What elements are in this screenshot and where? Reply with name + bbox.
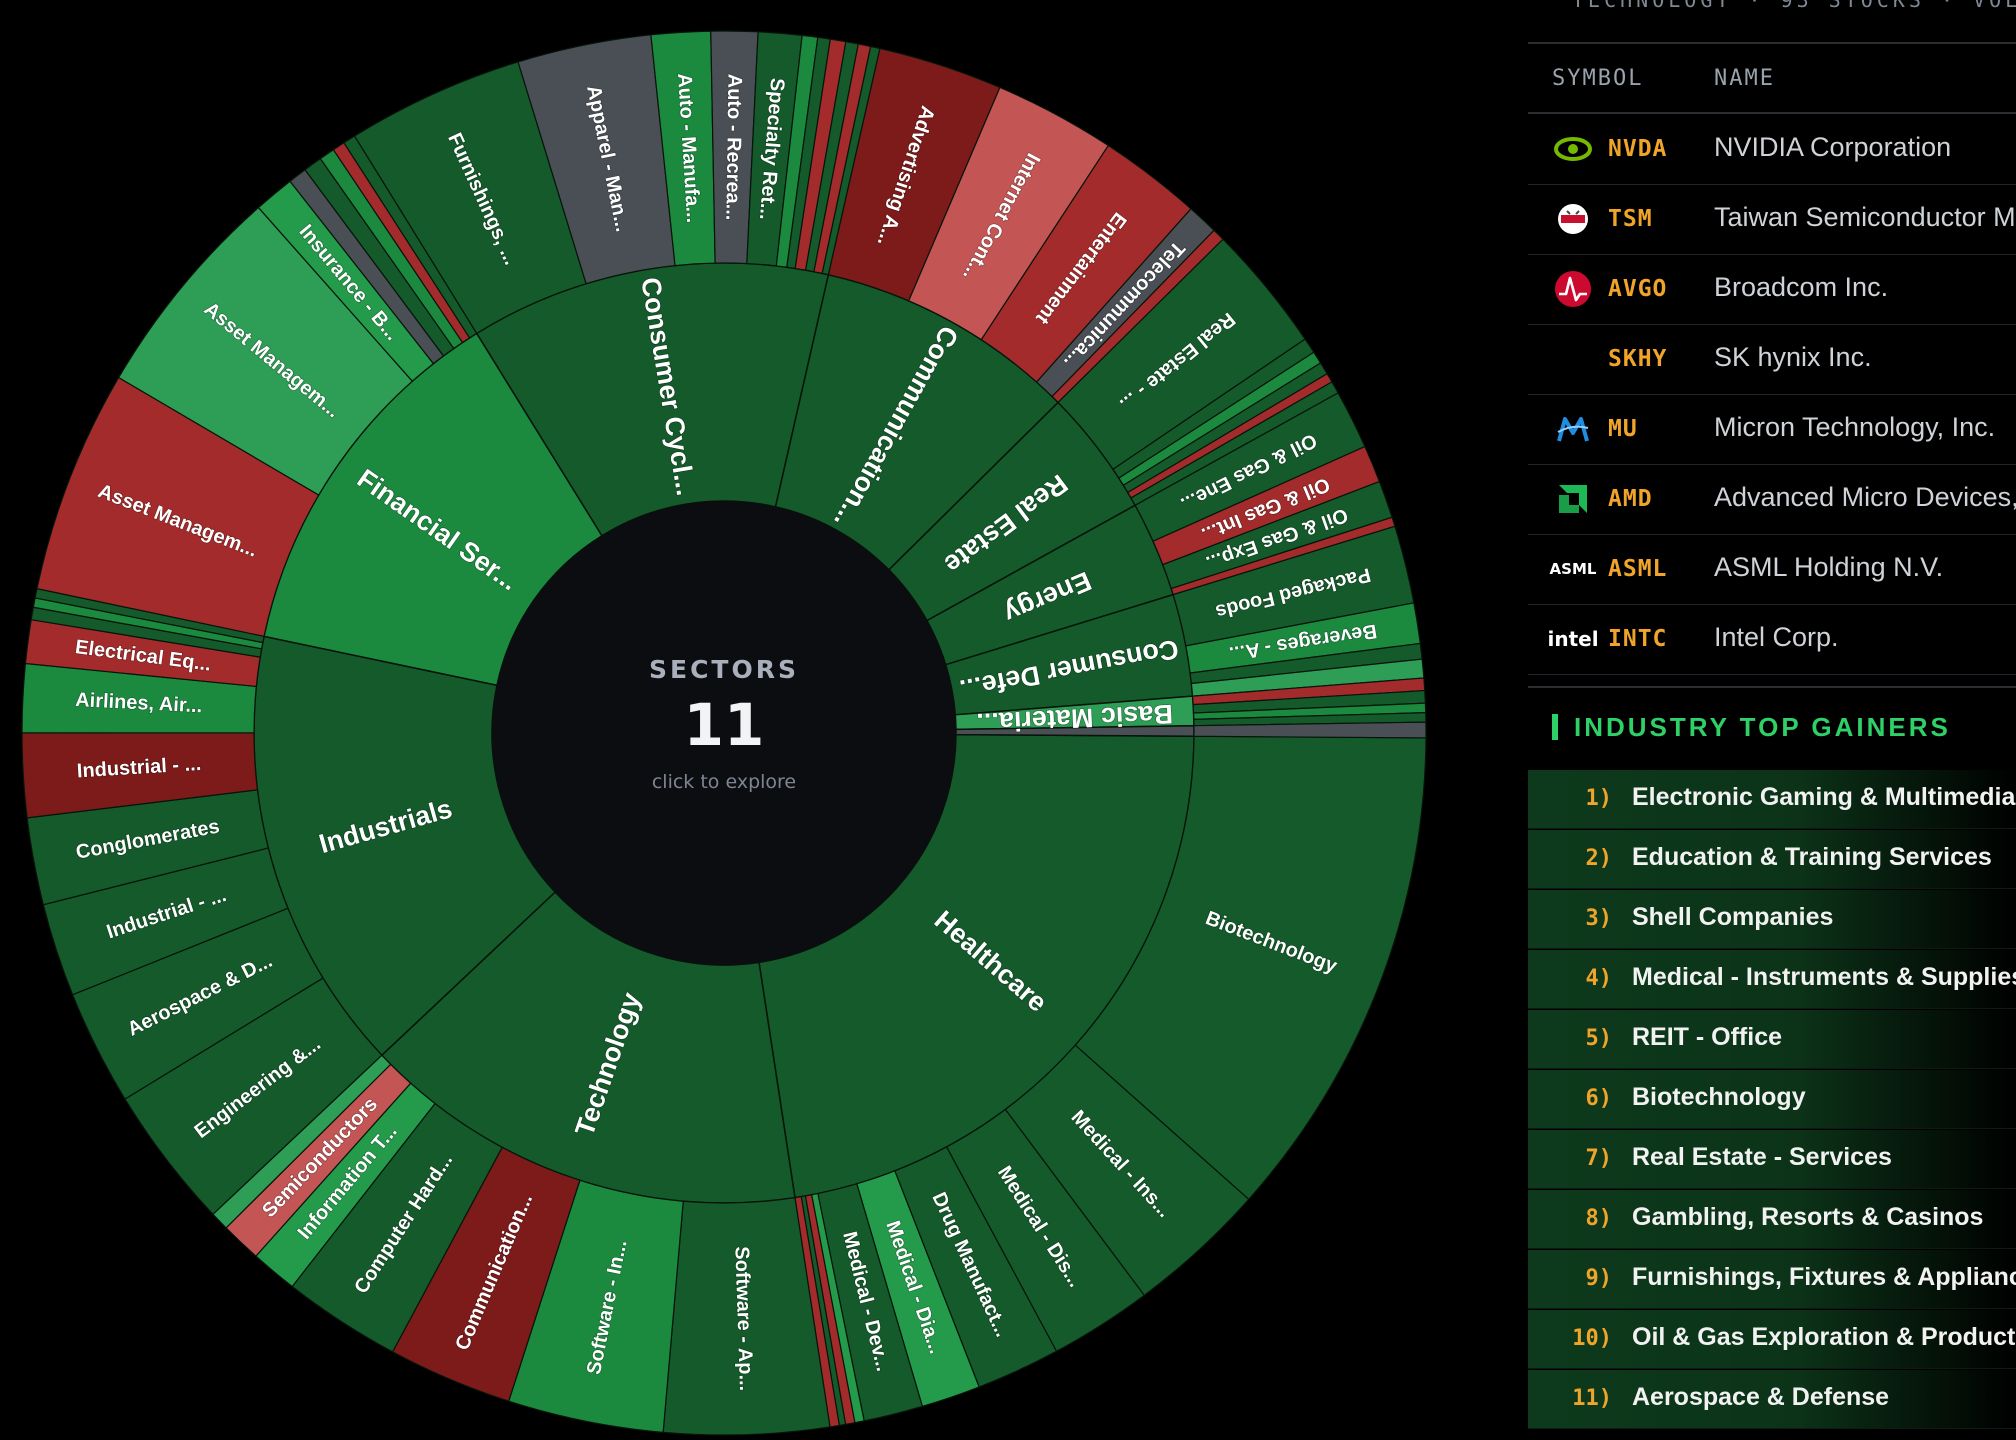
stock-symbol[interactable]: ASML — [1608, 556, 1668, 582]
label-airlines-air: Airlines, Air... — [75, 689, 203, 717]
gainers-title: INDUSTRY TOP GAINERS — [1574, 712, 1951, 742]
gainer-industry-name[interactable]: Gambling, Resorts & Casinos — [1632, 1203, 1984, 1231]
gainer-industry-name[interactable]: Aerospace & Defense — [1632, 1383, 1890, 1411]
stock-name[interactable]: Advanced Micro Devices, — [1714, 482, 2016, 512]
stock-symbol[interactable]: MU — [1608, 416, 1638, 442]
stock-row-intc[interactable]: intel INTC Intel Corp. — [1528, 604, 2016, 675]
gainer-rank: 2) — [1585, 846, 1613, 871]
gainer-industry-name[interactable]: Shell Companies — [1632, 903, 1834, 931]
label-software-ap: Software - Ap... — [730, 1246, 757, 1391]
intel-word-icon: intel — [1547, 627, 1599, 651]
gainer-rank: 5) — [1585, 1026, 1613, 1051]
stock-name[interactable]: Broadcom Inc. — [1714, 272, 1889, 302]
tsmc-badge-icon — [1552, 203, 1594, 235]
sector-ring — [253, 262, 1195, 1204]
gainer-row[interactable]: 4) Medical - Instruments & Supplies — [1528, 950, 2016, 1009]
column-header-name[interactable]: NAME — [1714, 66, 1775, 91]
none-icon — [1552, 343, 1594, 375]
stock-name[interactable]: Intel Corp. — [1714, 622, 1839, 652]
gainer-industry-name[interactable]: Electronic Gaming & Multimedia — [1632, 783, 2016, 811]
stock-symbol[interactable]: NVDA — [1608, 136, 1668, 162]
stock-name[interactable]: Micron Technology, Inc. — [1714, 412, 1996, 442]
label-auto-recrea: Auto - Recrea... — [721, 74, 745, 221]
stock-row-amd[interactable]: AMD Advanced Micro Devices, — [1528, 464, 2016, 535]
gainer-rank: 8) — [1585, 1206, 1613, 1231]
micron-m-icon — [1552, 413, 1594, 445]
gainer-rank: 6) — [1585, 1086, 1613, 1111]
gainer-rank: 1) — [1585, 786, 1613, 811]
accent-bar — [1552, 714, 1558, 740]
gainer-row[interactable]: 2) Education & Training Services — [1528, 830, 2016, 889]
stock-row-nvda[interactable]: NVDA NVIDIA Corporation — [1528, 114, 2016, 185]
gainer-row[interactable]: 11) Aerospace & Defense — [1528, 1370, 2016, 1429]
column-header-symbol[interactable]: SYMBOL — [1552, 66, 1644, 91]
gainer-row[interactable]: 8) Gambling, Resorts & Casinos — [1528, 1190, 2016, 1249]
asml-word-icon: ASML — [1549, 560, 1597, 578]
amd-arrow-icon — [1552, 483, 1594, 515]
stock-symbol[interactable]: INTC — [1608, 626, 1668, 652]
gainer-industry-name[interactable]: REIT - Office — [1632, 1023, 1783, 1051]
divider — [1528, 112, 2016, 114]
gainer-industry-name[interactable]: Biotechnology — [1632, 1083, 1806, 1111]
gainer-rank: 4) — [1585, 966, 1613, 991]
nvidia-eye-icon — [1552, 133, 1594, 165]
gainer-industry-name[interactable]: Medical - Instruments & Supplies — [1632, 963, 2016, 991]
gainers-heading: INDUSTRY TOP GAINERS — [1552, 712, 1951, 743]
stock-row-avgo[interactable]: AVGO Broadcom Inc. — [1528, 254, 2016, 325]
stock-name[interactable]: Taiwan Semiconductor Ma — [1714, 202, 2016, 232]
gainer-row[interactable]: 1) Electronic Gaming & Multimedia — [1528, 770, 2016, 829]
stock-name[interactable]: NVIDIA Corporation — [1714, 132, 1952, 162]
stock-row-asml[interactable]: ASML ASML ASML Holding N.V. — [1528, 534, 2016, 605]
gainer-industry-name[interactable]: Real Estate - Services — [1632, 1143, 1892, 1171]
broadcom-pulse-icon — [1552, 271, 1594, 307]
stock-symbol[interactable]: AVGO — [1608, 276, 1668, 302]
gainer-industry-name[interactable]: Furnishings, Fixtures & Appliances — [1632, 1263, 2016, 1291]
gainer-row[interactable]: 3) Shell Companies — [1528, 890, 2016, 949]
stock-symbol[interactable]: TSM — [1608, 206, 1653, 232]
gainer-rank: 9) — [1585, 1266, 1613, 1291]
gainer-industry-name[interactable]: Education & Training Services — [1632, 843, 1992, 871]
divider — [1528, 686, 2016, 688]
side-panel: TECHNOLOGY · 93 STOCKS · VOL SYMBOL NAME… — [1528, 0, 2016, 1440]
industry-slice-unlabeled[interactable] — [1193, 721, 1427, 739]
stocks-subheader: TECHNOLOGY · 93 STOCKS · VOL — [1572, 0, 2016, 12]
stock-name[interactable]: ASML Holding N.V. — [1714, 552, 1944, 582]
stock-symbol[interactable]: SKHY — [1608, 346, 1668, 372]
gainer-industry-name[interactable]: Oil & Gas Exploration & Production — [1632, 1323, 2016, 1351]
stock-symbol[interactable]: AMD — [1608, 486, 1653, 512]
industry-ring — [21, 30, 1427, 1436]
gainer-rank: 3) — [1585, 906, 1613, 931]
gainer-row[interactable]: 6) Biotechnology — [1528, 1070, 2016, 1129]
gainer-row[interactable]: 9) Furnishings, Fixtures & Appliances — [1528, 1250, 2016, 1309]
divider — [1528, 42, 2016, 44]
center-circle[interactable] — [492, 501, 956, 965]
stock-row-tsm[interactable]: TSM Taiwan Semiconductor Ma — [1528, 184, 2016, 255]
stock-name[interactable]: SK hynix Inc. — [1714, 342, 1872, 372]
stock-row-skhy[interactable]: SKHY SK hynix Inc. — [1528, 324, 2016, 395]
center-caption: SECTORS — [649, 655, 799, 684]
center-hint: click to explore — [652, 771, 796, 793]
stock-row-mu[interactable]: MU Micron Technology, Inc. — [1528, 394, 2016, 465]
center-hub[interactable]: SECTORS 11 click to explore — [492, 501, 956, 965]
gainer-row[interactable]: 5) REIT - Office — [1528, 1010, 2016, 1069]
gainer-rank: 10) — [1572, 1326, 1612, 1351]
gainer-rank: 7) — [1585, 1146, 1613, 1171]
sector-count: 11 — [684, 691, 765, 759]
gainer-rank: 11) — [1572, 1386, 1612, 1411]
gainer-row[interactable]: 10) Oil & Gas Exploration & Production — [1528, 1310, 2016, 1369]
gainer-row[interactable]: 7) Real Estate - Services — [1528, 1130, 2016, 1189]
